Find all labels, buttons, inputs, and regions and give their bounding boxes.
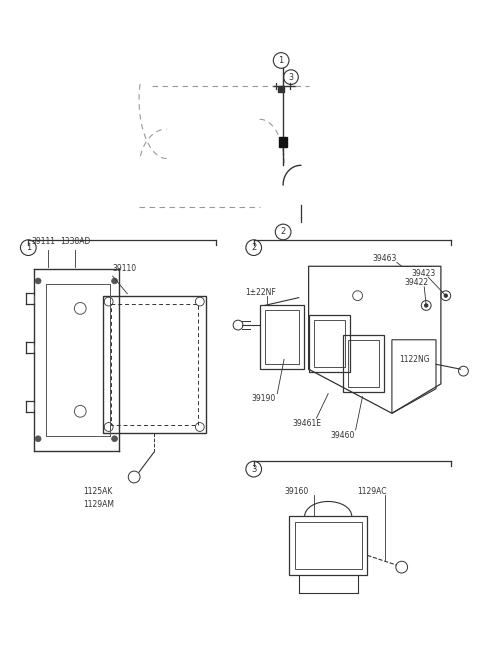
Text: 39460: 39460 bbox=[330, 431, 355, 440]
Text: 39190: 39190 bbox=[252, 394, 276, 403]
Text: 39160: 39160 bbox=[284, 487, 308, 496]
Text: 39463: 39463 bbox=[372, 254, 396, 263]
Circle shape bbox=[112, 436, 118, 442]
Text: 1129AC: 1129AC bbox=[358, 487, 387, 496]
Circle shape bbox=[35, 436, 41, 442]
Bar bbox=[343, 335, 384, 392]
Circle shape bbox=[112, 278, 118, 284]
Bar bbox=[279, 137, 287, 147]
Bar bbox=[313, 320, 345, 367]
Text: 3: 3 bbox=[288, 73, 293, 81]
Text: 1122NG: 1122NG bbox=[399, 355, 430, 364]
Bar bbox=[348, 340, 379, 387]
Text: 1129AM: 1129AM bbox=[83, 500, 114, 509]
Text: 1: 1 bbox=[26, 243, 31, 252]
Bar bbox=[103, 296, 206, 433]
Bar bbox=[289, 516, 367, 575]
Bar bbox=[295, 522, 361, 569]
Text: 39423: 39423 bbox=[411, 269, 436, 278]
Text: 2: 2 bbox=[251, 243, 256, 252]
Text: 39110: 39110 bbox=[113, 263, 137, 273]
Text: 39422: 39422 bbox=[405, 279, 429, 287]
Bar bbox=[264, 310, 299, 364]
Circle shape bbox=[425, 304, 428, 307]
Bar bbox=[309, 315, 350, 372]
Bar bbox=[260, 306, 304, 369]
Circle shape bbox=[35, 278, 41, 284]
Text: 1±22NF: 1±22NF bbox=[245, 288, 276, 297]
Text: 1338AD: 1338AD bbox=[60, 237, 91, 246]
Text: 39461E: 39461E bbox=[292, 419, 321, 428]
Text: 1: 1 bbox=[278, 56, 284, 65]
Bar bbox=[110, 304, 198, 425]
Text: 39111: 39111 bbox=[31, 237, 55, 246]
Bar bbox=[278, 86, 284, 92]
Circle shape bbox=[444, 294, 447, 297]
Text: 1125AK: 1125AK bbox=[83, 487, 113, 496]
Text: 3: 3 bbox=[251, 464, 256, 474]
Text: 2: 2 bbox=[280, 227, 286, 237]
